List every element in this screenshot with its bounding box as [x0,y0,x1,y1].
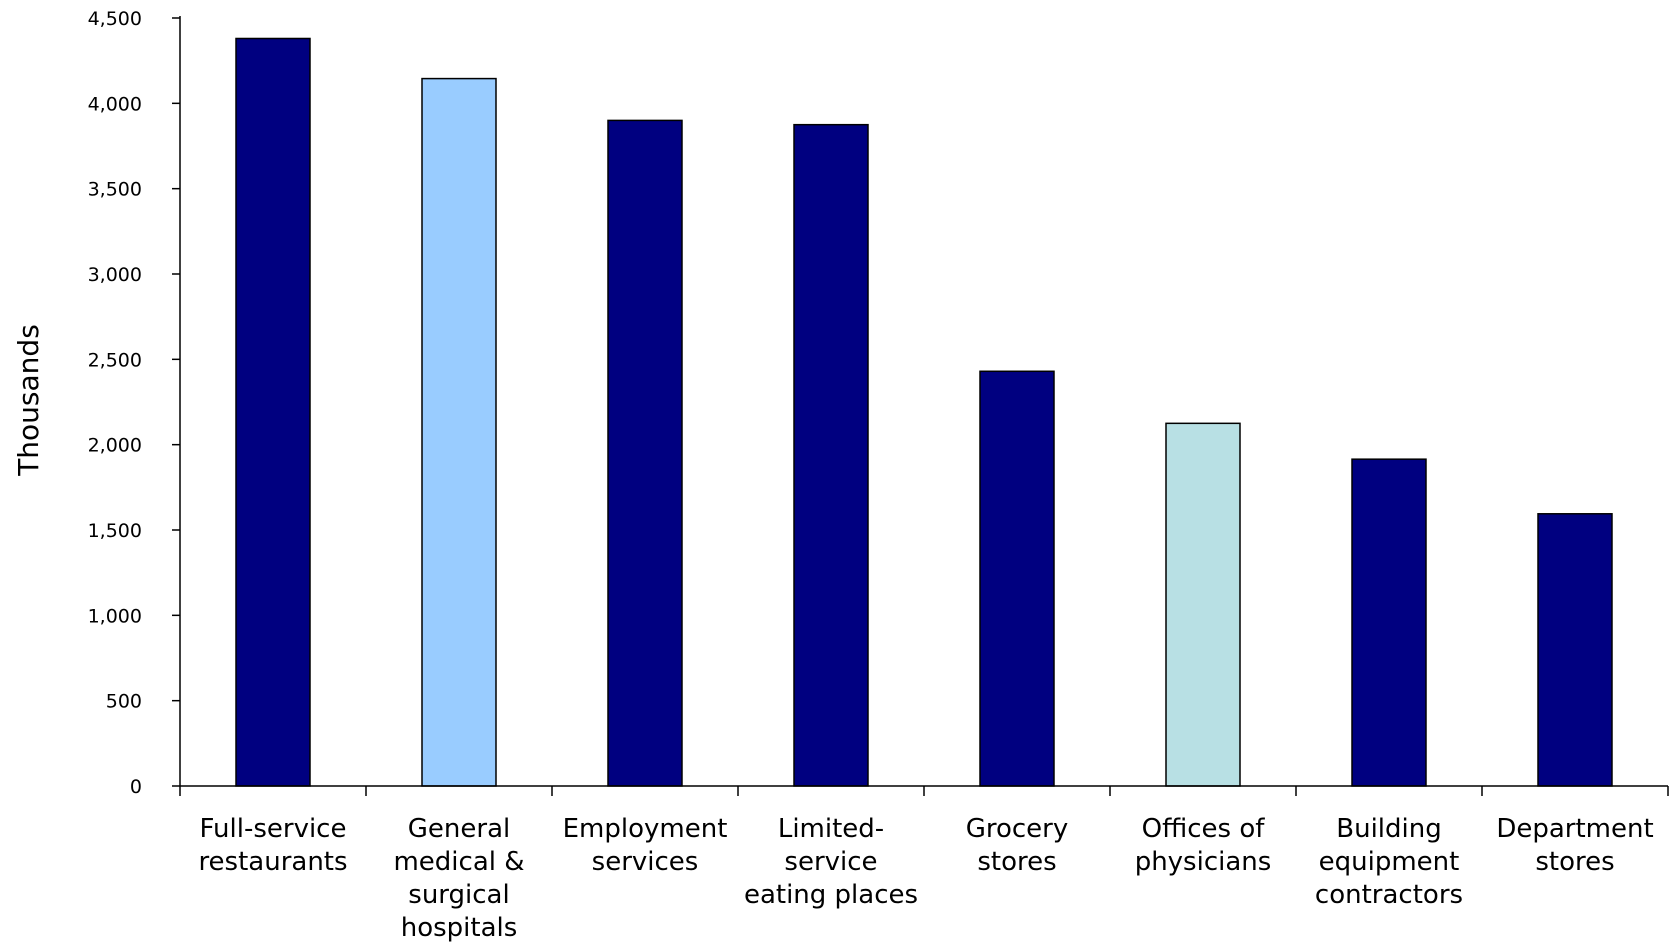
x-tick-label-line: hospitals [401,913,518,943]
bars-group [235,37,1613,787]
x-tick-label-line: contractors [1315,880,1463,910]
x-tick-label-line: Building [1336,814,1441,844]
x-tick-label: Offices of physicians [1135,814,1272,877]
y-tick-label: 0 [130,776,142,798]
y-tick-label: 4,000 [88,93,142,115]
y-tick-label: 1,500 [88,520,142,542]
x-tick-label: Department stores [1496,814,1653,877]
bar-1 [421,77,497,787]
y-tick-label: 3,000 [88,264,142,286]
bar-5 [1165,422,1241,787]
x-tick-label-line: stores [977,847,1056,877]
axes-group [179,16,1668,787]
x-tick-label: Limited-service eating places [744,814,918,910]
x-tick-label: General medical & surgical hospitals [393,814,524,943]
bar-3 [793,123,869,787]
x-tick-label-line: Offices of [1142,814,1266,844]
x-tick-label: Full-service restaurants [198,814,347,877]
x-tick-label-line: Full-service [200,814,347,844]
y-axis-label: Thousands [12,324,45,477]
y-tick-label: 4,500 [88,8,142,30]
x-tick-label-line: service [784,847,877,877]
x-tick-label-line: Limited- [778,814,884,844]
x-tick-label-line: medical & [393,847,524,877]
x-tick-label-line: Employment [563,814,728,844]
y-tick-label: 2,500 [88,349,142,371]
y-tick-label: 500 [106,691,142,713]
x-tick-label-line: stores [1535,847,1614,877]
x-tick-label-line: services [592,847,699,877]
y-tick-label: 1,000 [88,605,142,627]
bar-6 [1351,458,1427,787]
bar-0 [235,37,311,787]
x-tick-label-line: General [408,814,510,844]
bar-4 [979,370,1055,787]
x-tick-label: Building equipment contractors [1315,814,1463,910]
y-tick-label: 3,500 [88,179,142,201]
x-tick-label: Employment services [563,814,728,877]
x-tick-label-line: Department [1496,814,1653,844]
bar-7 [1537,513,1613,787]
x-tick-label-line: equipment [1319,847,1460,877]
x-tick-label: Grocery stores [966,814,1069,877]
x-tick-label-line: physicians [1135,847,1272,877]
y-ticks-group: 0 500 1,000 1,500 2,000 2,500 3,000 3,500 4,000 4… [88,8,180,798]
x-tick-label-line: Grocery [966,814,1069,844]
x-tick-label-line: surgical [408,880,509,910]
y-tick-label: 2,000 [88,435,142,457]
bar-2 [607,119,683,787]
x-tick-label-line: restaurants [198,847,347,877]
x-tick-label-line: eating places [744,880,918,910]
